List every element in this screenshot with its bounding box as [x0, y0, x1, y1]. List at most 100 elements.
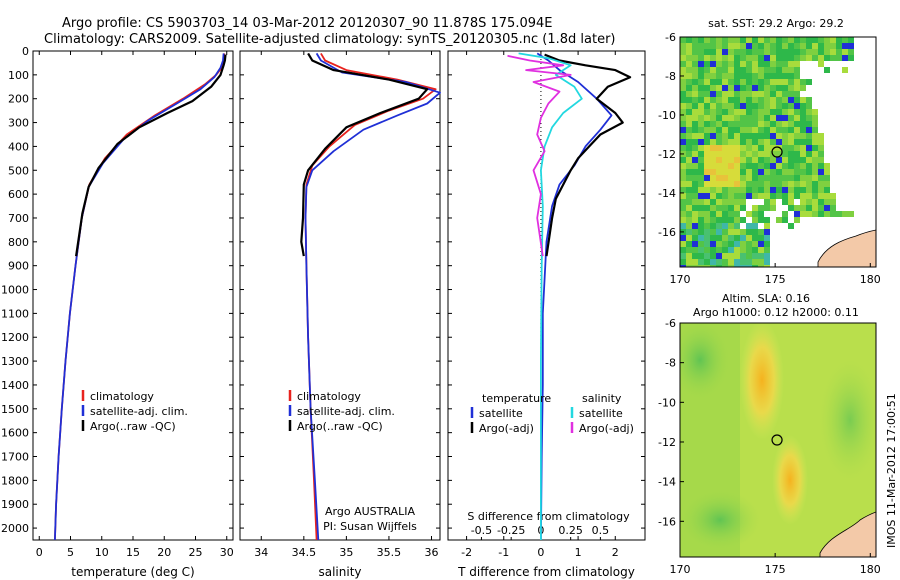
legend-entry: Argo(-adj): [479, 422, 534, 435]
map-x-tick: 170: [670, 563, 691, 576]
x-tick-label: 15: [126, 546, 140, 559]
x-tick-label: 20: [157, 546, 171, 559]
y-tick-label: 1700: [1, 451, 29, 464]
y-tick-label: 200: [8, 93, 29, 106]
y-tick-label: 300: [8, 117, 29, 130]
y-tick-label: 1100: [1, 307, 29, 320]
map-y-tick: -14: [658, 187, 676, 200]
y-tick-label: 1000: [1, 284, 29, 297]
legend-entry: satellite: [579, 407, 623, 420]
y-tick-label: 0: [22, 45, 29, 58]
figure-title-line1: Argo profile: CS 5903703_14 03-Mar-2012 …: [62, 16, 552, 31]
series-line: [536, 52, 613, 541]
x-tick-label: 36: [424, 546, 438, 559]
s-tick-label: -0.5: [471, 524, 492, 537]
x-tick-label: -2: [461, 546, 472, 559]
argo-location-marker: [771, 434, 783, 446]
x-tick-label: 1: [575, 546, 582, 559]
x-axis-label: temperature (deg C): [71, 565, 194, 579]
series-line: [304, 52, 441, 541]
s-axis-label: S difference from climatology: [467, 510, 630, 523]
x-tick-label: 25: [189, 546, 203, 559]
y-tick-label: 2000: [1, 522, 29, 535]
series-line: [544, 53, 632, 257]
sst-map: sat. SST: 29.2 Argo: 29.2 170 175 180 -6 -8 -…: [658, 17, 881, 286]
y-tick-label: 900: [8, 260, 29, 273]
legend-entry: satellite: [479, 407, 523, 420]
imos-timestamp: IMOS 11-Mar-2012 17:00:51: [885, 393, 898, 548]
annotation-line: PI: Susan Wijffels: [323, 520, 417, 533]
x-tick-label: 0: [537, 546, 544, 559]
legend-entry: satellite-adj. clim.: [297, 405, 395, 418]
y-tick-label: 700: [8, 212, 29, 225]
map-y-tick: -8: [665, 70, 676, 83]
y-tick-label: 800: [8, 236, 29, 249]
map-x-tick: 175: [765, 273, 786, 286]
map-y-tick: -6: [665, 31, 676, 44]
y-tick-label: 1200: [1, 331, 29, 344]
y-tick-label: 1500: [1, 403, 29, 416]
legend-entry: climatology: [297, 390, 361, 403]
sla-map-title-line2: Argo h1000: 0.12 h2000: 0.11: [693, 306, 859, 319]
x-tick-label: 0: [36, 546, 43, 559]
map-y-tick: -12: [658, 436, 676, 449]
x-tick-label: 5: [67, 546, 74, 559]
legend-entry: Argo(-adj): [579, 422, 634, 435]
legend-title: salinity: [582, 392, 622, 405]
legend-entry: Argo(..raw -QC): [297, 420, 383, 433]
y-tick-label: 600: [8, 188, 29, 201]
map-y-tick: -16: [658, 515, 676, 528]
x-axis-label: T difference from climatology: [457, 565, 635, 579]
s-tick-label: 0.5: [592, 524, 610, 537]
legend-entry: satellite-adj. clim.: [90, 405, 188, 418]
plot-frame: [32, 50, 234, 541]
map-y-tick: -10: [658, 109, 676, 122]
x-tick-label: 30: [220, 546, 234, 559]
x-tick-label: 35.5: [377, 546, 402, 559]
series-line: [518, 52, 583, 540]
salinity-panel: 34 34.5 35 35.5 36 salinity climatology satelli…: [239, 50, 441, 579]
temperature-panel: 0100200300400500600700800900100011001200…: [1, 45, 234, 579]
y-tick-label: 1900: [1, 498, 29, 511]
y-tick-label: 1300: [1, 355, 29, 368]
y-tick-label: 400: [8, 140, 29, 153]
plot-frame: [447, 50, 646, 541]
series-line: [75, 54, 227, 257]
y-tick-label: 1400: [1, 379, 29, 392]
y-tick-label: 1800: [1, 474, 29, 487]
legend-entry: climatology: [90, 390, 154, 403]
map-y-tick: -6: [665, 317, 676, 330]
map-y-tick: -10: [658, 396, 676, 409]
s-tick-label: 0.25: [558, 524, 583, 537]
map-y-tick: -12: [658, 148, 676, 161]
x-tick-label: 35: [339, 546, 353, 559]
map-y-tick: -8: [665, 357, 676, 370]
s-tick-label: -0.25: [497, 524, 525, 537]
y-tick-label: 500: [8, 164, 29, 177]
difference-panel: -2 -1 0 1 2 T difference from climatology -0.5…: [447, 50, 646, 579]
x-axis-label: salinity: [318, 565, 361, 579]
map-x-tick: 180: [860, 273, 881, 286]
series-line: [300, 52, 429, 257]
map-x-tick: 170: [670, 273, 691, 286]
map-x-tick: 175: [765, 563, 786, 576]
figure-title-line2: Climatology: CARS2009. Satellite-adjuste…: [44, 32, 616, 47]
argo-location-marker: [771, 146, 783, 158]
sla-map: Altim. SLA: 0.16 Argo h1000: 0.12 h2000:…: [658, 292, 881, 576]
map-y-tick: -14: [658, 476, 676, 489]
x-tick-label: 2: [612, 546, 619, 559]
y-tick-label: 100: [8, 69, 29, 82]
x-tick-label: -1: [498, 546, 509, 559]
x-tick-label: 34.5: [292, 546, 317, 559]
annotation-line: Argo AUSTRALIA: [325, 505, 415, 518]
map-y-tick: -16: [658, 226, 676, 239]
sst-map-title: sat. SST: 29.2 Argo: 29.2: [708, 17, 844, 30]
series-line: [507, 54, 572, 257]
x-tick-label: 34: [254, 546, 268, 559]
x-tick-label: 10: [95, 546, 109, 559]
sla-map-title-line1: Altim. SLA: 0.16: [722, 292, 810, 305]
legend-title: temperature: [482, 392, 551, 405]
y-tick-label: 1600: [1, 427, 29, 440]
map-x-tick: 180: [860, 563, 881, 576]
